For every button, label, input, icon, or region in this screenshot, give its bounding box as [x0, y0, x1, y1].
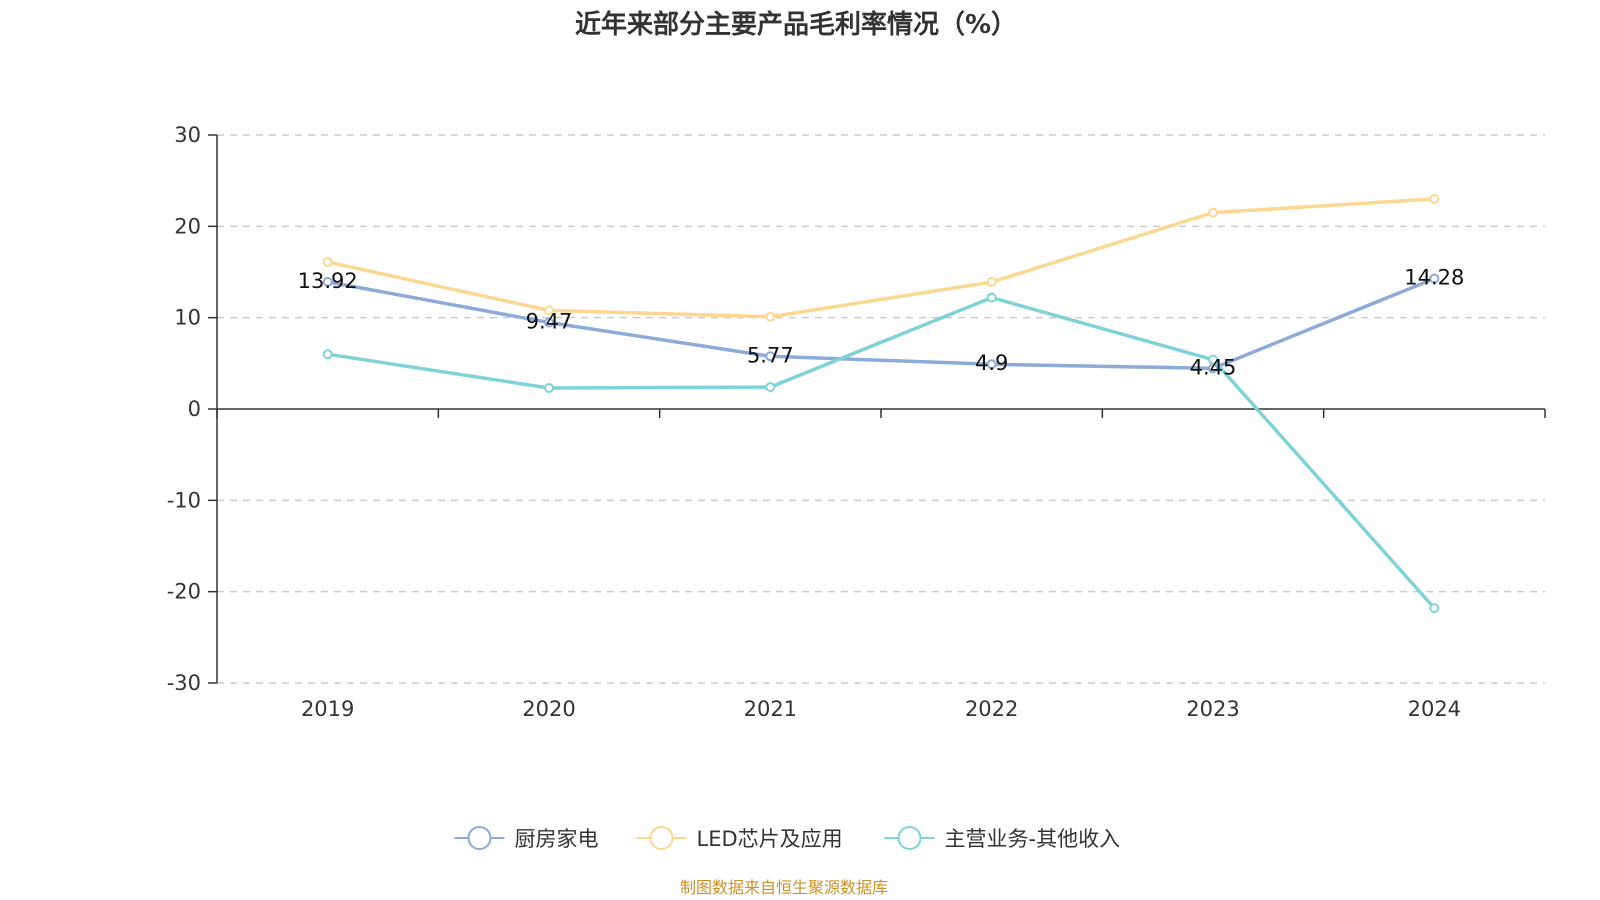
x-tick-label: 2020 — [522, 697, 575, 721]
x-tick-label: 2021 — [744, 697, 797, 721]
data-label: 13.92 — [298, 269, 358, 293]
source-note: 制图数据来自恒生聚源数据库 — [680, 878, 888, 897]
data-label: 4.9 — [975, 351, 1008, 375]
data-label: 14.28 — [1404, 266, 1464, 290]
data-point — [765, 382, 776, 393]
data-point — [322, 256, 333, 267]
legend-label: LED芯片及应用 — [697, 827, 843, 851]
series-line — [327, 295, 1436, 610]
data-point — [1208, 354, 1218, 365]
data-point — [544, 382, 554, 393]
series-line — [327, 276, 1435, 371]
y-tick-label: -20 — [167, 580, 201, 604]
data-point — [986, 359, 997, 370]
data-point — [1429, 193, 1440, 204]
y-tick-label: -10 — [167, 488, 201, 512]
data-point — [765, 311, 776, 322]
y-tick-label: 10 — [174, 306, 201, 330]
legend-label: 主营业务-其他收入 — [945, 827, 1121, 851]
x-tick-label: 2023 — [1186, 697, 1239, 721]
data-point — [765, 351, 776, 362]
y-tick-label: 30 — [174, 123, 201, 147]
legend: 厨房家电 LED芯片及应用 主营业务-其他收入 — [454, 826, 1121, 851]
x-tick-label: 2022 — [965, 697, 1018, 721]
legend-item: LED芯片及应用 — [636, 826, 843, 851]
data-point — [1429, 273, 1440, 284]
data-point — [544, 305, 554, 316]
legend-label: 厨房家电 — [515, 827, 599, 851]
data-point — [1208, 207, 1218, 218]
data-point — [986, 292, 997, 303]
x-tick-label: 2024 — [1408, 697, 1461, 721]
data-point — [544, 317, 554, 328]
legend-marker — [649, 826, 674, 850]
series-group — [322, 193, 1440, 614]
data-labels: 13.92 9.47 5.77 4.9 4.45 14.28 — [298, 266, 1465, 380]
y-tick-label: 20 — [174, 214, 201, 238]
series-line — [327, 197, 1435, 319]
data-point — [986, 277, 997, 288]
grid-lines — [217, 134, 1545, 684]
y-tick-label: 0 — [188, 397, 201, 421]
chart-title: 近年来部分主要产品毛利率情况（%） — [575, 9, 1017, 40]
data-point — [1429, 603, 1440, 614]
legend-item: 厨房家电 — [454, 826, 599, 851]
legend-item: 主营业务-其他收入 — [884, 826, 1121, 851]
data-label: 4.45 — [1190, 355, 1237, 379]
legend-marker — [467, 826, 492, 850]
data-point — [322, 276, 333, 287]
data-label: 5.77 — [747, 343, 794, 367]
data-point — [322, 349, 333, 360]
y-tick-label: -30 — [167, 671, 201, 695]
data-label: 9.47 — [526, 310, 573, 334]
legend-marker — [897, 826, 922, 850]
x-tick-label: 2019 — [301, 697, 354, 721]
axes: 30 20 10 0 -10 -20 -30 2019 2020 2021 2022 2023 2024 — [167, 123, 1546, 721]
